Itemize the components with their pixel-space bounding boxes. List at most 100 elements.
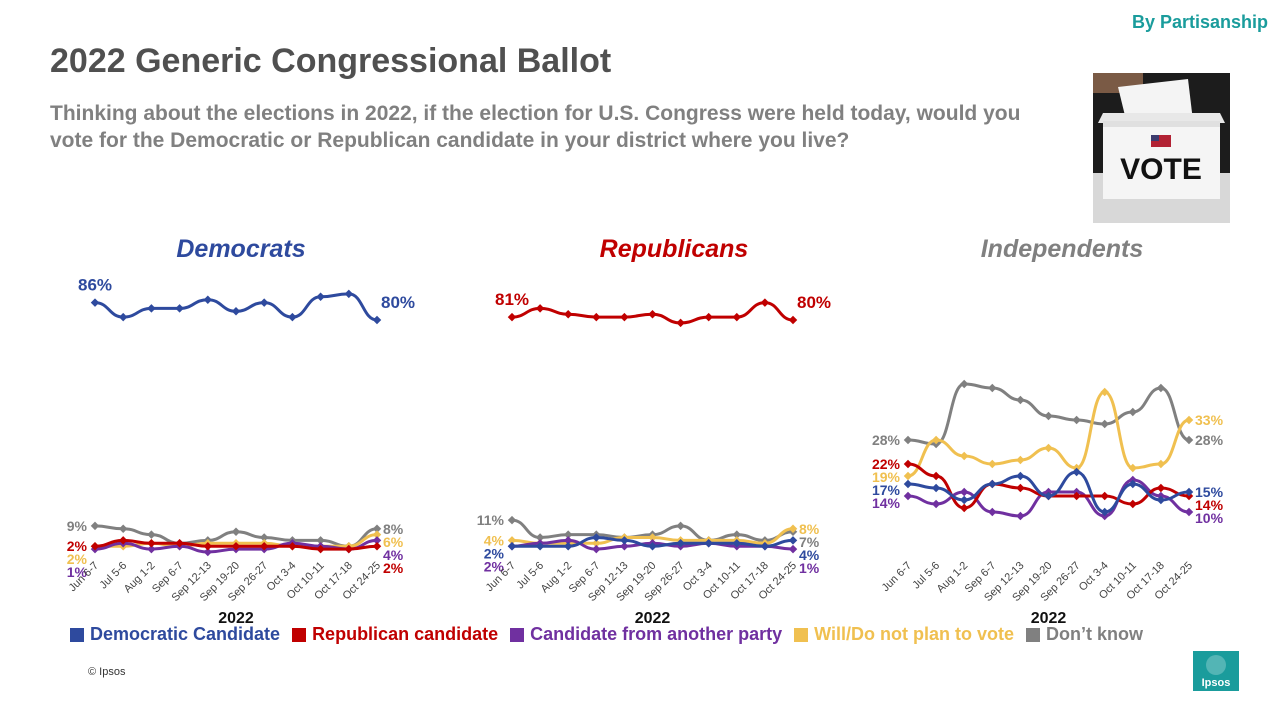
data-point — [1072, 415, 1081, 425]
copyright-text: © Ipsos — [88, 666, 126, 678]
data-point — [760, 541, 770, 551]
data-label: 2% — [484, 545, 505, 561]
data-point — [147, 304, 156, 313]
data-point — [1156, 495, 1166, 505]
data-label: 22% — [872, 456, 901, 472]
data-label: 86% — [78, 276, 112, 295]
data-point — [676, 539, 685, 548]
legend-item: Don’t know — [1025, 624, 1143, 645]
data-point — [1016, 483, 1025, 493]
data-point — [732, 530, 742, 539]
vote-box-image: VOTE — [1093, 73, 1230, 223]
x-axis-label: 2022 — [218, 610, 254, 627]
data-point — [535, 304, 545, 313]
data-point — [118, 312, 128, 322]
legend-swatch — [1025, 627, 1040, 642]
data-point — [563, 536, 573, 545]
data-point — [988, 507, 997, 517]
legend-swatch — [70, 627, 84, 642]
data-point — [1072, 467, 1081, 477]
data-point — [316, 544, 325, 554]
page-title: 2022 Generic Congressional Ballot — [50, 42, 612, 80]
data-point — [732, 539, 742, 548]
partisanship-tag: By Partisanship — [1131, 12, 1268, 32]
data-point — [507, 536, 517, 545]
question-text: Thinking about the elections in 2022, if… — [50, 102, 1021, 152]
data-point — [203, 295, 213, 304]
chart-title: Democrats — [176, 235, 305, 263]
data-point — [372, 315, 382, 325]
legend-label: Republican candidate — [312, 624, 499, 644]
data-point — [90, 521, 100, 531]
data-point — [1100, 419, 1109, 429]
data-point — [903, 459, 913, 469]
data-point — [959, 495, 969, 505]
legend-label: Don’t know — [1045, 624, 1143, 644]
series-line — [907, 390, 1190, 478]
vote-label: VOTE — [1120, 153, 1202, 186]
data-label: 14% — [1195, 497, 1224, 513]
data-point — [316, 536, 325, 545]
data-point — [507, 312, 517, 322]
data-point — [592, 539, 601, 548]
data-point — [1100, 491, 1109, 501]
data-point — [1016, 455, 1025, 465]
data-point — [1128, 479, 1138, 489]
data-point — [147, 539, 156, 548]
chart-title: Republicans — [600, 235, 749, 263]
data-point — [1072, 491, 1081, 501]
data-point — [959, 503, 969, 513]
ipsos-logo: Ipsos — [1193, 651, 1239, 691]
data-label: 4% — [484, 532, 505, 548]
data-point — [344, 544, 354, 554]
data-point — [1044, 443, 1053, 453]
data-label: 15% — [1195, 484, 1224, 500]
chart-legend: Democratic Candidate Republican candidate… — [70, 624, 1143, 645]
ipsos-logo-text: Ipsos — [1202, 677, 1231, 689]
data-point — [959, 379, 969, 389]
data-point — [563, 530, 573, 539]
data-point — [903, 435, 913, 445]
series-line — [94, 292, 378, 322]
data-point — [1184, 507, 1194, 517]
data-label: 7% — [799, 534, 820, 550]
data-point — [1100, 507, 1109, 517]
data-point — [259, 541, 269, 551]
data-point — [231, 307, 241, 316]
data-point — [535, 541, 545, 551]
data-point — [1016, 395, 1025, 405]
data-point — [1184, 415, 1194, 425]
data-label: 2% — [484, 558, 505, 574]
chart-panel: Independents28%22%19%17%14%33%28%15%14%1… — [872, 235, 1224, 627]
data-point — [592, 533, 601, 542]
data-point — [676, 521, 685, 531]
legend-item: Democratic Candidate — [70, 624, 280, 645]
legend-swatch — [794, 627, 809, 642]
data-point — [231, 527, 241, 536]
data-label: 6% — [383, 534, 404, 550]
data-point — [563, 541, 573, 551]
legend-item: Will/Do not plan to vote — [794, 624, 1014, 645]
data-point — [259, 298, 269, 307]
data-label: 4% — [383, 547, 404, 563]
legend-label: Democratic Candidate — [90, 624, 281, 644]
data-point — [259, 533, 269, 542]
data-point — [648, 533, 657, 542]
data-label: 28% — [1195, 432, 1224, 448]
data-label: 80% — [797, 293, 831, 312]
data-label: 81% — [495, 290, 529, 309]
legend-swatch — [292, 627, 307, 642]
data-point — [288, 312, 297, 322]
data-point — [1156, 459, 1166, 469]
data-label: 8% — [799, 521, 820, 537]
data-point — [903, 491, 913, 501]
data-point — [959, 487, 969, 497]
data-point — [592, 312, 601, 322]
data-point — [507, 515, 517, 525]
data-label: 33% — [1195, 412, 1224, 428]
data-point — [931, 499, 941, 509]
data-point — [118, 524, 128, 534]
data-point — [732, 312, 742, 322]
data-label: 11% — [477, 512, 505, 528]
data-point — [959, 451, 969, 461]
